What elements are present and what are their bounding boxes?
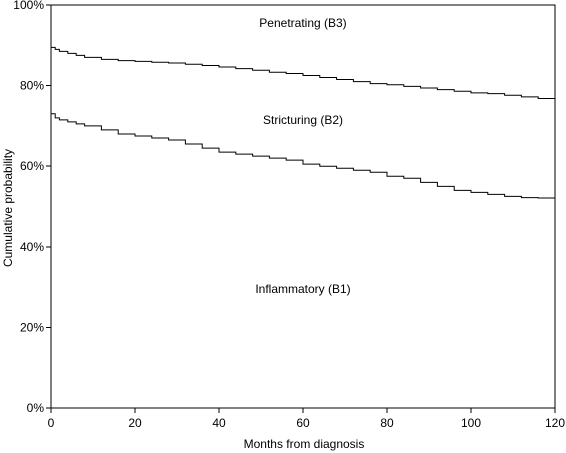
y-tick-label: 100%: [13, 0, 44, 12]
y-tick-label: 0%: [27, 401, 45, 415]
x-tick-label: 120: [545, 416, 565, 430]
plot-border: [50, 4, 556, 409]
y-tick-label: 60%: [20, 159, 44, 173]
region-label: Penetrating (B3): [259, 16, 346, 30]
y-tick-label: 20%: [20, 320, 44, 334]
y-tick-label: 80%: [20, 79, 44, 93]
annotation-layer: Penetrating (B3) Stricturing (B2) Inflamma…: [255, 16, 350, 296]
x-tick-label: 100: [461, 416, 481, 430]
x-tick-label: 20: [128, 416, 142, 430]
region-label: Stricturing (B2): [263, 113, 343, 127]
series-line-1: [51, 46, 556, 100]
x-tick-label: 40: [212, 416, 226, 430]
plot-frame: [50, 4, 556, 409]
region-label: Inflammatory (B1): [255, 282, 350, 296]
series-layer: [51, 46, 556, 199]
y-axis: 0% 20% 40% 60% 80% 100%: [13, 0, 51, 415]
x-axis-title: Months from diagnosis: [244, 437, 365, 451]
y-tick-label: 40%: [20, 240, 44, 254]
x-tick-label: 0: [48, 416, 55, 430]
x-axis: 0 20 40 60 80 100 120: [48, 408, 565, 430]
x-tick-label: 60: [296, 416, 310, 430]
series-line-2: [51, 113, 556, 199]
x-tick-label: 80: [380, 416, 394, 430]
y-axis-title: Cumulative probability: [1, 149, 15, 267]
